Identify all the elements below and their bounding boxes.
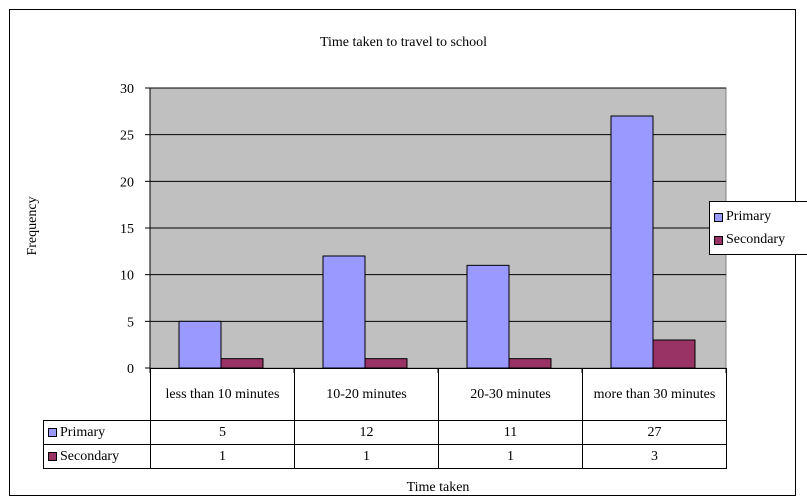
x-axis-title: Time taken bbox=[150, 480, 726, 496]
data-table: less than 10 minutes 10-20 minutes 20-30… bbox=[43, 368, 727, 469]
y-tick-label: 20 bbox=[120, 175, 134, 190]
y-tick-label: 30 bbox=[120, 82, 134, 97]
data-table-row-primary: Primary 5 12 11 27 bbox=[44, 421, 727, 445]
data-table-category: 10-20 minutes bbox=[295, 369, 439, 421]
bar-secondary-0 bbox=[221, 359, 263, 368]
data-table-category: more than 30 minutes bbox=[583, 369, 727, 421]
legend-item-primary: Primary bbox=[714, 206, 771, 228]
y-tick-label: 25 bbox=[120, 129, 134, 144]
data-table-value: 11 bbox=[439, 421, 583, 445]
data-table-series-primary: Primary bbox=[44, 421, 151, 445]
legend-label-primary: Primary bbox=[726, 209, 771, 225]
bar-secondary-3 bbox=[653, 340, 695, 368]
bar-primary-1 bbox=[323, 256, 365, 368]
y-tick-label: 15 bbox=[120, 222, 134, 237]
bar-primary-2 bbox=[467, 265, 509, 368]
data-table-series-secondary: Secondary bbox=[44, 445, 151, 469]
data-table-value: 27 bbox=[583, 421, 727, 445]
data-table-series-label: Secondary bbox=[60, 449, 119, 464]
legend: Primary Secondary bbox=[709, 201, 807, 255]
table-swatch-primary bbox=[48, 428, 57, 437]
data-table-value: 5 bbox=[151, 421, 295, 445]
legend-swatch-primary bbox=[714, 213, 723, 222]
data-table-series-label: Primary bbox=[60, 425, 105, 440]
data-table-header-row: less than 10 minutes 10-20 minutes 20-30… bbox=[44, 369, 727, 421]
legend-swatch-secondary bbox=[714, 236, 723, 245]
data-table-category: 20-30 minutes bbox=[439, 369, 583, 421]
data-table-category: less than 10 minutes bbox=[151, 369, 295, 421]
data-table-row-secondary: Secondary 1 1 1 3 bbox=[44, 445, 727, 469]
bar-primary-0 bbox=[179, 321, 221, 368]
legend-label-secondary: Secondary bbox=[726, 232, 785, 248]
table-swatch-secondary bbox=[48, 452, 57, 461]
data-table-value: 12 bbox=[295, 421, 439, 445]
bar-secondary-1 bbox=[365, 359, 407, 368]
data-table-value: 3 bbox=[583, 445, 727, 469]
legend-item-secondary: Secondary bbox=[714, 229, 785, 251]
bar-secondary-2 bbox=[509, 359, 551, 368]
data-table-corner bbox=[44, 369, 151, 421]
y-tick-label: 10 bbox=[120, 269, 134, 284]
y-tick-label: 5 bbox=[127, 315, 134, 330]
data-table-value: 1 bbox=[151, 445, 295, 469]
bar-primary-3 bbox=[611, 116, 653, 368]
data-table-value: 1 bbox=[439, 445, 583, 469]
data-table-value: 1 bbox=[295, 445, 439, 469]
